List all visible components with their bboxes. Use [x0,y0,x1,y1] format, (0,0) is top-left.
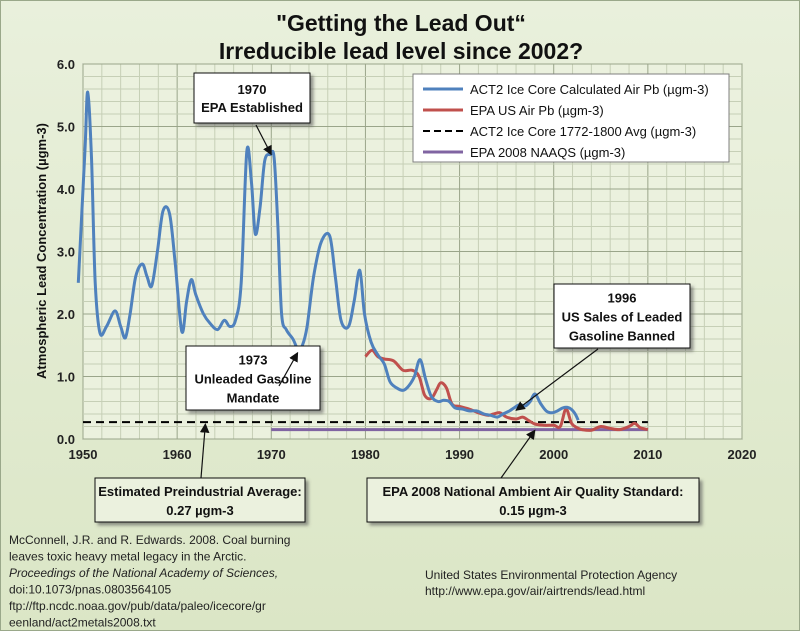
y-tick-label: 0.0 [57,432,75,447]
x-tick-label: 1990 [445,447,474,462]
source-citation-line: Proceedings of the National Academy of S… [9,566,278,580]
annotation-text: Gasoline Banned [569,328,675,343]
source-epa-line: United States Environmental Protection A… [425,568,677,582]
y-tick-label: 3.0 [57,245,75,260]
legend-entry: ACT2 Ice Core Calculated Air Pb (µgm-3) [470,82,709,97]
y-axis-label: Atmospheric Lead Concentration (µgm-3) [34,123,49,379]
x-tick-label: 1950 [69,447,98,462]
annotation-arrow [515,348,599,411]
annotations-group: 1970 EPA Established 1973 Unleaded Gasoline… [94,72,700,523]
source-citation-line: doi:10.1073/pnas.0803564105 [9,583,171,597]
annotation-1996: 1996 US Sales of Leaded Gasoline Banned [515,283,691,411]
annotation-text: 0.15 µgm-3 [499,503,566,518]
x-tick-label: 1970 [257,447,286,462]
annotation-text: 0.27 µgm-3 [166,503,233,518]
source-citation-line: leaves toxic heavy metal legacy in the A… [9,550,246,564]
axis-ticks: 1950 1960 1970 1980 1990 2000 2010 2020 0.0 1.0 2.… [57,57,757,462]
x-tick-label: 2000 [539,447,568,462]
source-epa-line: http://www.epa.gov/air/airtrends/lead.ht… [425,584,645,598]
annotation-text: Unleaded Gasoline [194,371,311,386]
y-tick-label: 6.0 [57,57,75,72]
annotation-box [553,283,691,349]
series-group [76,90,649,432]
legend-entry: EPA 2008 NAAQS (µgm-3) [470,145,625,160]
x-tick-label: 1960 [163,447,192,462]
annotation-arrow [500,429,536,479]
y-tick-label: 4.0 [57,182,75,197]
source-citation-line: McConnell, J.R. and R. Edwards. 2008. Co… [9,533,290,547]
annotation-naaqs: EPA 2008 National Ambient Air Quality St… [366,429,700,523]
legend-entry: ACT2 Ice Core 1772-1800 Avg (µgm-3) [470,124,696,139]
x-tick-label: 2020 [728,447,757,462]
legend-box [412,73,730,163]
annotation-text: EPA Established [201,100,303,115]
annotation-1973: 1973 Unleaded Gasoline Mandate [185,345,321,411]
source-citation-line: ftp://ftp.ncdc.noaa.gov/pub/data/paleo/i… [9,599,266,613]
series-line-act2-ice-core-calculated-air-p [76,90,580,421]
annotation-text: Mandate [227,390,280,405]
annotation-text: 1996 [608,290,637,305]
x-tick-label: 1980 [351,447,380,462]
annotation-text: US Sales of Leaded [562,309,683,324]
annotation-arrow [278,351,299,387]
annotation-box [193,72,311,124]
y-tick-label: 1.0 [57,370,75,385]
annotation-preind: Estimated Preindustrial Average: 0.27 µgm… [94,423,306,523]
annotation-box [366,477,700,523]
annotation-text: 1973 [239,352,268,367]
chart-title-line-1: "Getting the Lead Out“ [276,10,526,36]
chart-title-line-2: Irreducible lead level since 2002? [219,38,583,64]
legend: ACT2 Ice Core Calculated Air Pb (µgm-3) E… [412,73,730,163]
source-citation: McConnell, J.R. and R. Edwards. 2008. Co… [9,533,290,630]
annotation-1970: 1970 EPA Established [193,72,311,156]
source-epa: United States Environmental Protection A… [425,568,677,598]
legend-entry: EPA US Air Pb (µgm-3) [470,103,604,118]
annotation-text: Estimated Preindustrial Average: [98,484,302,499]
x-tick-label: 2010 [633,447,662,462]
source-citation-line: eenland/act2metals2008.txt [9,616,156,630]
annotation-arrow [255,124,272,156]
annotation-text: EPA 2008 National Ambient Air Quality St… [383,484,684,499]
y-tick-label: 2.0 [57,307,75,322]
y-tick-label: 5.0 [57,120,75,135]
annotation-arrow [199,423,210,479]
annotation-box [94,477,306,523]
annotation-text: 1970 [238,82,267,97]
